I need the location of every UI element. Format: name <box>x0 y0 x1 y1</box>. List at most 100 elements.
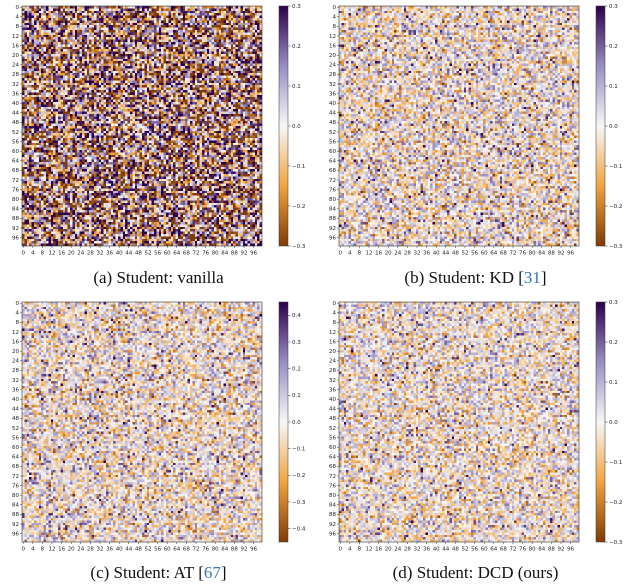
y-tick-label: 44 <box>12 407 19 413</box>
colorbar-tick-label: 0.2 <box>292 44 301 50</box>
x-tick-label: 80 <box>212 547 219 553</box>
x-tick-label: 96 <box>250 251 257 257</box>
colorbar-tick-label: 0.1 <box>609 380 618 386</box>
y-tick-label: 76 <box>12 187 19 193</box>
colorbar-tick-label: 0.0 <box>292 124 301 130</box>
x-tick-label: 16 <box>375 547 382 553</box>
colorbar-tick-label: −0.3 <box>292 500 306 506</box>
caption-b-text: (b) Student: KD [ <box>404 268 524 287</box>
y-tick-label: 64 <box>12 455 19 461</box>
y-tick-label: 68 <box>12 168 19 174</box>
caption-d: (d) Student: DCD (ours) <box>317 563 634 583</box>
x-tick-label: 56 <box>154 547 161 553</box>
colorbar-tick-label: 0.0 <box>292 420 301 426</box>
x-tick-label: 24 <box>394 547 401 553</box>
colorbar-tick-label: 0.4 <box>292 313 301 319</box>
y-tick-label: 12 <box>329 330 336 336</box>
x-tick-label: 32 <box>97 251 104 257</box>
heatmap-panel-b: 0 0 4 4 8 8 12 12 16 16 20 20 24 24 28 28 32 32 36 36 40 40 44… <box>317 0 634 270</box>
x-tick-label: 28 <box>87 251 94 257</box>
y-tick-label: 48 <box>12 120 19 126</box>
y-tick-label: 12 <box>12 330 19 336</box>
x-tick-label: 72 <box>510 547 517 553</box>
colorbar-tick-label: 0.3 <box>292 4 301 10</box>
x-tick-label: 72 <box>193 547 200 553</box>
y-tick-label: 88 <box>12 216 19 222</box>
heatmap-panel-c: 0 0 4 4 8 8 12 12 16 16 20 20 24 24 28 28 32 32 36 36 40 40 44… <box>0 296 317 566</box>
x-tick-label: 48 <box>452 251 459 257</box>
y-tick-label: 16 <box>329 339 336 345</box>
y-tick-label: 64 <box>329 159 336 165</box>
colorbar-tick-label: −0.3 <box>609 540 623 546</box>
heatmap-cells-b <box>339 6 579 246</box>
colorbar-tick-label: 0.3 <box>292 340 301 346</box>
y-tick-label: 8 <box>16 320 20 326</box>
y-tick-label: 72 <box>12 178 19 184</box>
y-tick-label: 44 <box>12 111 19 117</box>
y-tick-label: 84 <box>12 503 19 509</box>
x-tick-label: 88 <box>548 547 555 553</box>
colorbar-tick-label: −0.3 <box>292 244 306 250</box>
x-tick-label: 64 <box>173 251 180 257</box>
y-tick-label: 88 <box>12 512 19 518</box>
x-tick-label: 20 <box>68 251 75 257</box>
x-tick-label: 52 <box>145 547 152 553</box>
y-tick-label: 32 <box>12 378 19 384</box>
y-tick-label: 48 <box>329 120 336 126</box>
caption-c-ref[interactable]: 67 <box>203 563 221 582</box>
y-tick-label: 88 <box>329 512 336 518</box>
y-tick-label: 56 <box>12 435 19 441</box>
y-tick-label: 80 <box>329 493 336 499</box>
y-tick-label: 56 <box>12 139 19 145</box>
heatmap-panel-d: 0 0 4 4 8 8 12 12 16 16 20 20 24 24 28 28 32 32 36 36 40 40 44… <box>317 296 634 566</box>
colorbar-tick-label: −0.2 <box>292 204 305 210</box>
y-tick-label: 68 <box>329 464 336 470</box>
y-tick-label: 24 <box>12 63 19 69</box>
colorbar-tick-label: −0.2 <box>609 204 622 210</box>
y-tick-label: 60 <box>12 445 19 451</box>
colorbar-a <box>278 5 289 247</box>
y-tick-label: 0 <box>333 301 337 307</box>
x-tick-label: 36 <box>423 547 430 553</box>
caption-c-suffix: ] <box>220 563 227 582</box>
x-tick-label: 92 <box>558 251 565 257</box>
x-tick-label: 88 <box>231 547 238 553</box>
x-tick-label: 68 <box>500 547 507 553</box>
x-tick-label: 8 <box>41 547 45 553</box>
x-tick-label: 0 <box>21 251 25 257</box>
x-tick-label: 48 <box>135 251 142 257</box>
x-tick-label: 92 <box>241 547 248 553</box>
y-tick-label: 16 <box>12 339 19 345</box>
caption-c-text: (c) Student: AT [ <box>90 563 204 582</box>
x-tick-label: 72 <box>510 251 517 257</box>
heatmap-b: 0044881212161620202424282832323636404044… <box>329 4 623 257</box>
y-tick-label: 36 <box>329 91 336 97</box>
x-tick-label: 24 <box>77 547 84 553</box>
y-tick-label: 96 <box>12 235 19 241</box>
colorbar-tick-label: 0.0 <box>609 124 618 130</box>
x-tick-label: 84 <box>221 547 228 553</box>
caption-b-ref[interactable]: 31 <box>523 268 541 287</box>
x-tick-label: 44 <box>442 251 449 257</box>
y-tick-label: 8 <box>16 24 20 30</box>
y-tick-label: 92 <box>12 226 19 232</box>
heatmap-c: 0044881212161620202424282832323636404044… <box>12 301 306 553</box>
y-tick-label: 52 <box>12 426 19 432</box>
colorbar-tick-label: 0.0 <box>609 420 618 426</box>
x-tick-label: 64 <box>490 547 497 553</box>
y-tick-label: 92 <box>329 522 336 528</box>
x-tick-label: 0 <box>338 547 342 553</box>
x-tick-label: 8 <box>41 251 45 257</box>
x-tick-label: 40 <box>116 547 123 553</box>
heatmap-frame <box>338 5 580 247</box>
x-tick-label: 28 <box>87 547 94 553</box>
y-tick-label: 64 <box>12 159 19 165</box>
y-tick-label: 76 <box>12 483 19 489</box>
x-tick-label: 84 <box>538 547 545 553</box>
x-tick-label: 32 <box>414 251 421 257</box>
x-tick-label: 80 <box>212 251 219 257</box>
x-tick-label: 20 <box>68 547 75 553</box>
colorbar-tick-label: 0.3 <box>609 300 618 306</box>
y-tick-label: 84 <box>329 503 336 509</box>
y-tick-label: 24 <box>329 359 336 365</box>
